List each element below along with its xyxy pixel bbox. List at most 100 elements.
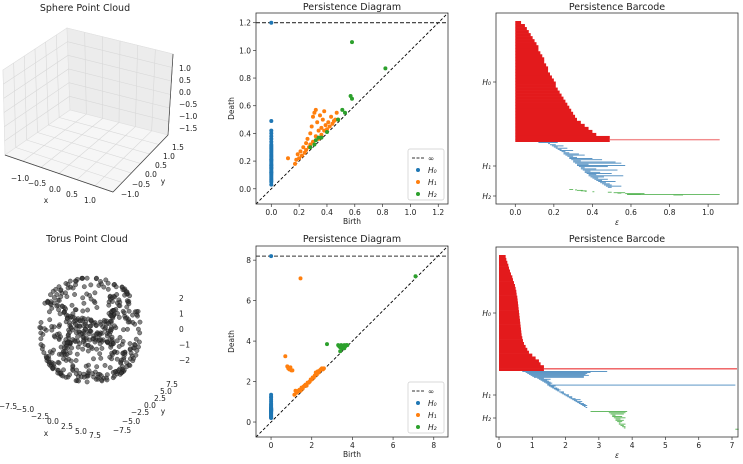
bar-h2 — [616, 419, 621, 420]
bar-h1 — [586, 407, 588, 408]
point — [47, 310, 51, 314]
bar-h1 — [589, 175, 624, 176]
x-tick-label: 0.0 — [509, 208, 521, 217]
y-tick-label: 0.0 — [145, 170, 157, 179]
bar-h0 — [515, 57, 544, 60]
bar-h0 — [515, 130, 592, 133]
point-h1 — [321, 118, 325, 122]
point — [98, 352, 102, 356]
bar-h1 — [569, 158, 592, 159]
point-h2 — [343, 111, 347, 115]
bar-h2 — [612, 416, 622, 417]
x-tick-label: 8 — [431, 441, 436, 450]
bar-h0 — [499, 313, 519, 316]
point — [138, 320, 142, 324]
bar-h1 — [594, 179, 607, 180]
point — [79, 332, 83, 336]
bar-h1 — [556, 148, 568, 149]
y-tick-label: −1.0 — [121, 190, 139, 199]
x-tick-label: 1 — [530, 441, 535, 450]
point-h1 — [308, 131, 312, 135]
bar-h1 — [587, 173, 612, 174]
bar-h1 — [542, 381, 549, 382]
point — [81, 296, 85, 300]
bar-h1 — [592, 178, 598, 179]
point — [121, 328, 125, 332]
bar-h0 — [515, 66, 548, 69]
bar-h0 — [499, 316, 520, 319]
y-tick-label: −0.5 — [132, 180, 150, 189]
bar-h1 — [569, 157, 577, 158]
bar-h1 — [571, 398, 576, 399]
point-h0 — [269, 21, 273, 25]
bar-h0 — [499, 325, 521, 328]
bar-h1 — [557, 390, 559, 391]
bar-h2 — [608, 192, 612, 193]
point — [39, 320, 43, 324]
bar-h0 — [515, 112, 573, 115]
bar-h1 — [522, 371, 607, 372]
point-h1 — [318, 113, 322, 117]
bar-h0 — [515, 21, 521, 24]
point — [83, 322, 87, 326]
y-tick-label: 1.2 — [239, 19, 251, 28]
bar-h0 — [515, 97, 563, 100]
bar-h0 — [515, 82, 555, 85]
torus-barcode-title: Persistence Barcode — [569, 234, 665, 245]
bar-h0 — [499, 307, 519, 310]
sphere-cloud-title: Sphere Point Cloud — [40, 3, 130, 14]
bar-h0 — [499, 342, 524, 345]
point-h1 — [311, 115, 315, 119]
point — [96, 375, 100, 379]
point — [106, 321, 110, 325]
bar-h0 — [515, 30, 528, 33]
bar-h1 — [556, 390, 561, 391]
point — [52, 334, 56, 338]
bar-h0 — [499, 287, 516, 290]
legend-label: H₀ — [428, 399, 437, 408]
point-h2 — [336, 118, 340, 122]
point — [66, 286, 70, 290]
bar-h1 — [554, 389, 559, 390]
y-tick-label: 0.8 — [239, 74, 251, 83]
bar-h1 — [546, 383, 553, 384]
point-h1 — [283, 354, 287, 358]
point — [51, 348, 55, 352]
point — [82, 285, 86, 289]
point-h2 — [414, 274, 418, 278]
point — [46, 300, 50, 304]
bar-h2 — [622, 426, 625, 427]
point — [73, 308, 77, 312]
point — [95, 365, 99, 369]
point — [51, 289, 55, 293]
bar-h1 — [552, 388, 557, 389]
bar-h0 — [515, 136, 609, 139]
point — [41, 332, 45, 336]
point — [70, 303, 74, 307]
point — [73, 279, 77, 283]
point — [103, 363, 107, 367]
bar-h1 — [539, 379, 551, 380]
point — [102, 318, 106, 322]
point-h1 — [322, 366, 326, 370]
point — [55, 304, 59, 308]
legend-label: H₁ — [428, 178, 437, 187]
bar-h1 — [581, 167, 585, 168]
bar-h0 — [499, 301, 518, 304]
bar-h0 — [515, 51, 540, 54]
point — [57, 324, 61, 328]
bar-h0 — [499, 304, 518, 307]
bar-h1 — [541, 380, 548, 381]
legend-marker — [416, 413, 420, 417]
point — [123, 316, 127, 320]
point — [106, 281, 110, 285]
bar-h0 — [499, 322, 520, 325]
point-h2 — [350, 40, 354, 44]
y-tick-label: 0.5 — [155, 161, 167, 170]
bar-h0 — [515, 118, 577, 121]
z-tick-label: 0.5 — [179, 76, 191, 85]
y-tick-label: 0.4 — [239, 129, 251, 138]
point — [84, 364, 88, 368]
